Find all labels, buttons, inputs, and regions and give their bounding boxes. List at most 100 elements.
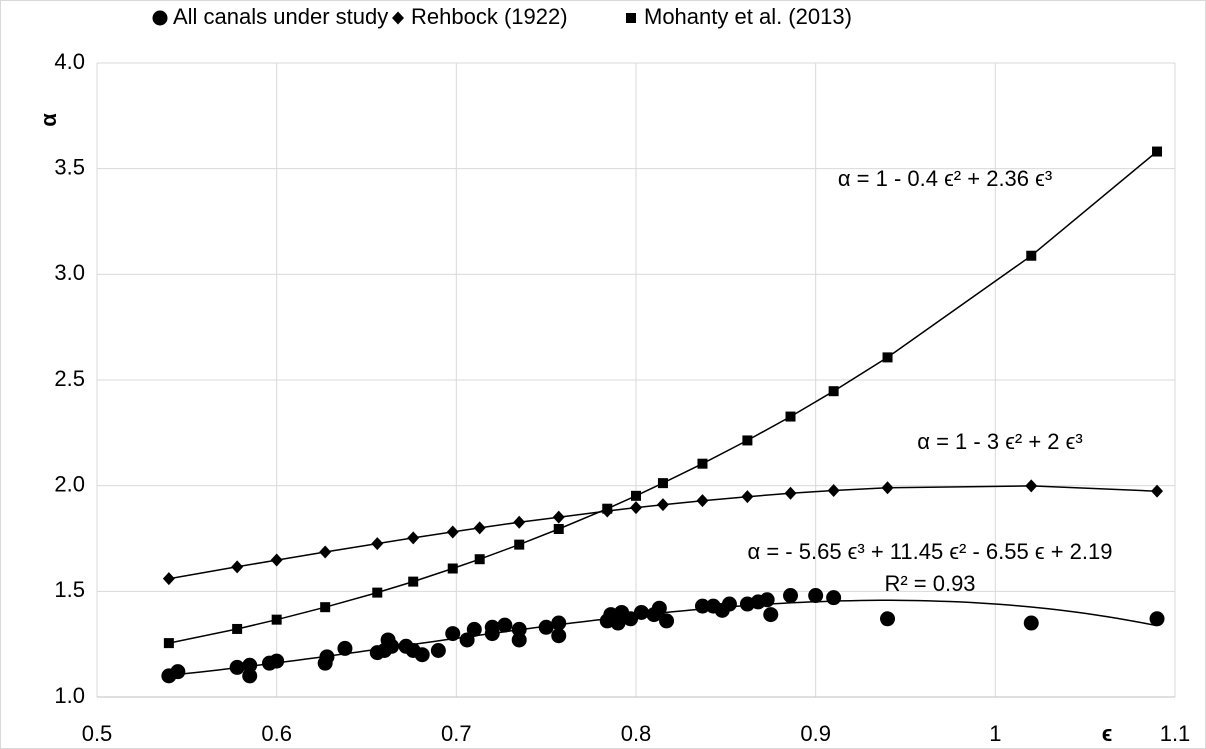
point (697, 458, 708, 469)
point (459, 632, 475, 648)
point (513, 515, 526, 529)
point (763, 607, 779, 623)
x-axis-label: ϵ (1102, 721, 1113, 746)
point (784, 486, 797, 500)
y-tick-label: 1.5 (54, 577, 85, 602)
point (741, 490, 754, 504)
point (319, 545, 332, 559)
point (785, 411, 796, 422)
x-tick-label: 0.5 (82, 721, 113, 746)
point (270, 553, 283, 567)
x-tick-label: 0.8 (621, 721, 652, 746)
x-tick-label: 1 (989, 721, 1001, 746)
point (808, 588, 824, 604)
point (721, 596, 737, 612)
y-tick-label: 1.0 (54, 683, 85, 708)
point (882, 352, 893, 363)
point (414, 647, 430, 663)
x-tick-label: 0.6 (261, 721, 292, 746)
point (656, 498, 669, 512)
point (170, 664, 186, 680)
point (552, 510, 565, 524)
point (538, 619, 554, 635)
point (553, 523, 564, 534)
point (826, 590, 842, 606)
point (497, 617, 513, 633)
point (319, 649, 335, 665)
point (511, 632, 527, 648)
point (602, 503, 613, 514)
y-tick-label: 2.5 (54, 366, 85, 391)
point (445, 626, 461, 642)
point (446, 525, 459, 539)
trendline-equation: α = 1 - 0.4 ϵ² + 2.36 ϵ³ (838, 166, 1052, 191)
point (514, 539, 525, 550)
point (163, 638, 174, 649)
point (484, 619, 500, 635)
point (384, 638, 400, 654)
point (232, 623, 243, 634)
point (407, 531, 420, 545)
point (430, 643, 446, 659)
point (551, 628, 567, 644)
trendline-equation: α = - 5.65 ϵ³ + 11.45 ϵ² - 6.55 ϵ + 2.19 (748, 539, 1113, 564)
point (242, 668, 258, 684)
point (1151, 484, 1164, 498)
point (271, 614, 282, 625)
point (466, 621, 482, 637)
point (511, 621, 527, 637)
point (881, 481, 894, 495)
point (651, 600, 667, 616)
legend-marker (392, 11, 404, 25)
point (828, 386, 839, 397)
point (1025, 479, 1038, 493)
point (694, 598, 710, 614)
point (408, 576, 419, 587)
y-axis-label: α (36, 113, 61, 127)
point (337, 640, 353, 656)
legend-marker (152, 10, 168, 26)
point (827, 484, 840, 498)
point (372, 587, 383, 598)
point (269, 653, 285, 669)
point (633, 604, 649, 620)
y-tick-label: 3.0 (54, 260, 85, 285)
point (759, 592, 775, 608)
y-tick-label: 2.0 (54, 471, 85, 496)
point (631, 490, 641, 501)
point (657, 478, 668, 489)
point (1152, 146, 1163, 157)
legend-label: All canals under study (173, 4, 388, 29)
point (783, 588, 799, 604)
point (551, 615, 567, 631)
y-tick-label: 4.0 (54, 49, 85, 74)
point (742, 435, 753, 446)
point (242, 657, 258, 673)
trend-line (168, 150, 1158, 644)
point (1023, 615, 1039, 631)
point (696, 494, 709, 508)
legend-marker (626, 13, 636, 23)
x-tick-label: 1.1 (1160, 721, 1191, 746)
r-squared: R² = 0.93 (884, 571, 975, 596)
point (447, 563, 458, 574)
x-tick-label: 0.7 (441, 721, 472, 746)
trend-line (168, 485, 1158, 580)
y-tick-label: 3.5 (54, 154, 85, 179)
point (473, 521, 486, 535)
point (162, 572, 175, 586)
point (630, 501, 642, 515)
point (229, 659, 245, 675)
point (659, 613, 675, 629)
point (320, 602, 331, 613)
trendline-equation: α = 1 - 3 ϵ² + 2 ϵ³ (917, 429, 1082, 454)
point (371, 537, 384, 551)
point (880, 611, 896, 627)
legend-label: Rehbock (1922) (411, 4, 568, 29)
point (231, 560, 244, 574)
point (1149, 611, 1165, 627)
legend-label: Mohanty et al. (2013) (644, 4, 852, 29)
